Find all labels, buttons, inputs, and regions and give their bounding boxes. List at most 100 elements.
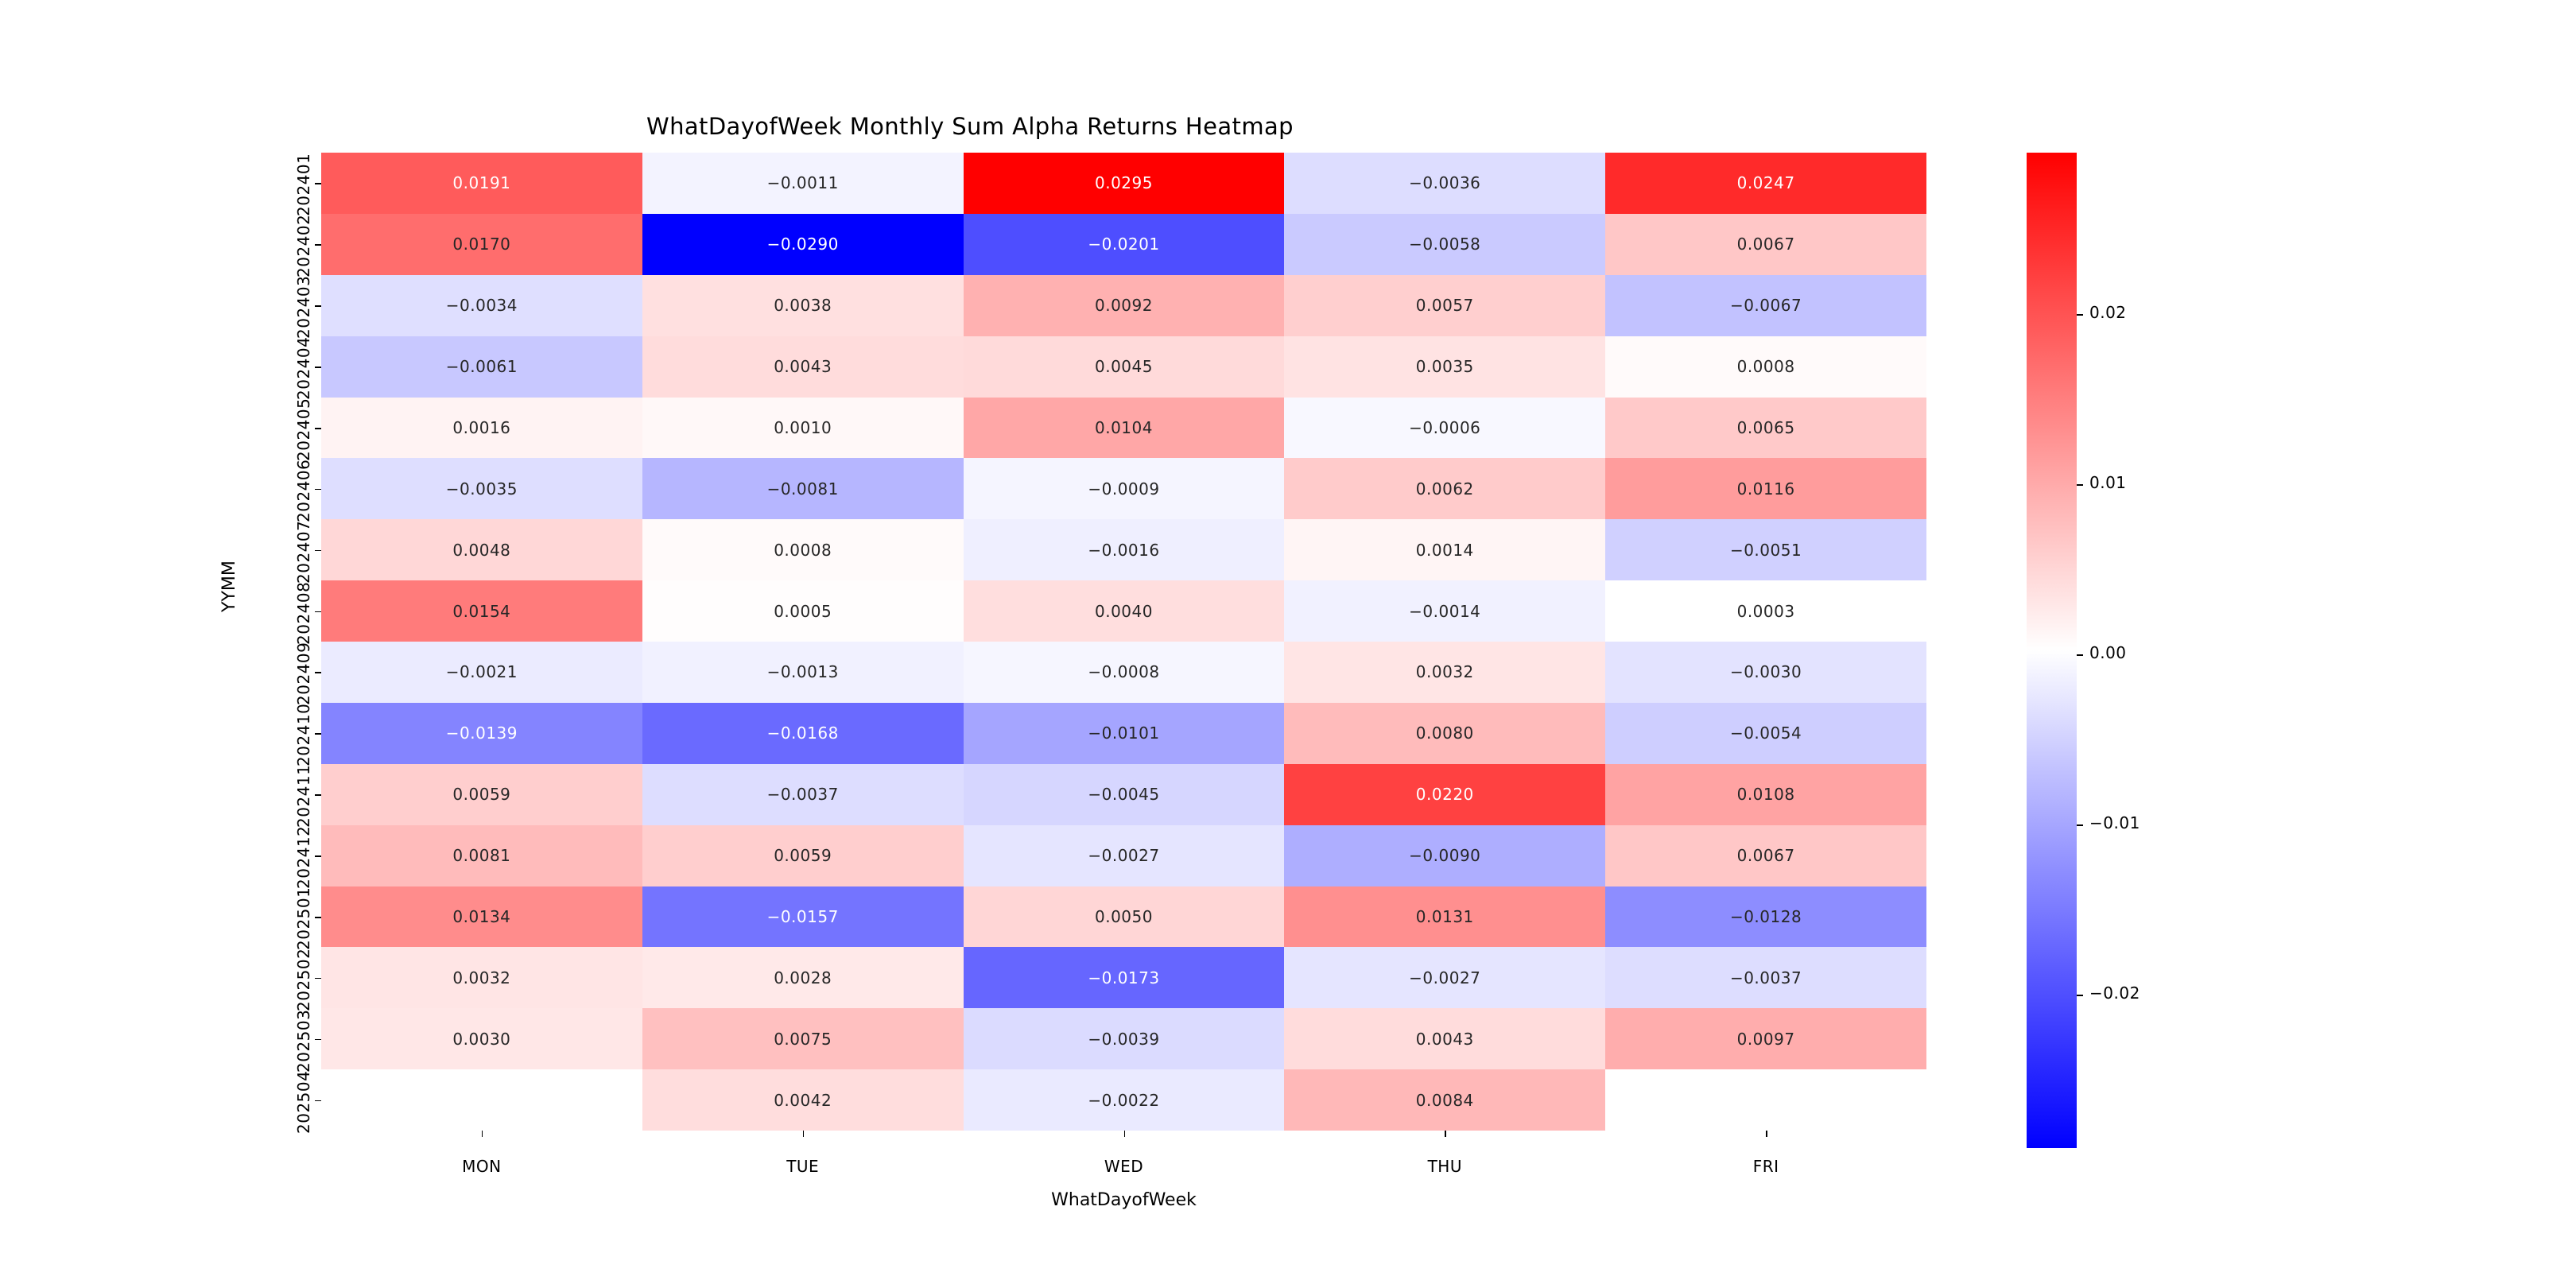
y-tick-label: 202501 (294, 886, 313, 950)
heatmap-cell[interactable]: 0.0040 (963, 580, 1285, 642)
y-tick-label: 202401 (294, 153, 313, 217)
heatmap-cell[interactable]: 0.0030 (321, 1008, 642, 1070)
heatmap-cell[interactable]: 0.0028 (642, 947, 964, 1009)
heatmap-cell[interactable]: −0.0058 (1284, 213, 1606, 275)
heatmap-cell[interactable]: 0.0092 (963, 274, 1285, 336)
y-tick-label: 202412 (294, 825, 313, 890)
heatmap-cell[interactable]: 0.0059 (321, 763, 642, 825)
heatmap-cell[interactable]: −0.0090 (1284, 824, 1606, 886)
heatmap-cell[interactable]: 0.0067 (1605, 213, 1926, 275)
y-tick-mark (315, 427, 321, 429)
heatmap-cell[interactable]: 0.0247 (1605, 153, 1926, 214)
x-tick-label: FRI (1752, 1157, 1779, 1176)
heatmap-cell[interactable]: −0.0037 (642, 763, 964, 825)
heatmap-cell[interactable]: 0.0075 (642, 1008, 964, 1070)
heatmap-cell[interactable]: −0.0067 (1605, 274, 1926, 336)
heatmap-cell[interactable]: 0.0295 (963, 153, 1285, 214)
heatmap-cell[interactable] (321, 1069, 642, 1131)
heatmap-cell[interactable]: 0.0108 (1605, 763, 1926, 825)
heatmap-cell[interactable]: 0.0045 (963, 336, 1285, 398)
heatmap-cell[interactable]: −0.0128 (1605, 886, 1926, 948)
heatmap-cell[interactable]: −0.0009 (963, 458, 1285, 520)
heatmap-cell[interactable]: 0.0048 (321, 519, 642, 581)
heatmap-cell[interactable]: −0.0030 (1605, 642, 1926, 703)
heatmap-cell[interactable]: −0.0027 (963, 824, 1285, 886)
heatmap-row: −0.0035 −0.0081 −0.0009 0.0062 0.0116 (321, 458, 1926, 520)
heatmap-cell[interactable]: −0.0290 (642, 213, 964, 275)
heatmap-cell[interactable]: 0.0067 (1605, 824, 1926, 886)
heatmap-cell[interactable]: 0.0154 (321, 580, 642, 642)
heatmap-cell[interactable]: −0.0101 (963, 702, 1285, 764)
y-tick-label: 202403 (294, 275, 313, 339)
heatmap-cell[interactable]: 0.0081 (321, 824, 642, 886)
heatmap-cell[interactable]: −0.0081 (642, 458, 964, 520)
heatmap-row: 0.0032 0.0028 −0.0173 −0.0027 −0.0037 (321, 947, 1926, 1009)
heatmap-cell[interactable]: −0.0016 (963, 519, 1285, 581)
heatmap-cell[interactable]: 0.0003 (1605, 580, 1926, 642)
heatmap-cell[interactable]: 0.0191 (321, 153, 642, 214)
heatmap-cell[interactable]: 0.0008 (1605, 336, 1926, 398)
heatmap-cell[interactable]: 0.0038 (642, 274, 964, 336)
heatmap-cell[interactable]: 0.0014 (1284, 519, 1606, 581)
heatmap-cell[interactable]: −0.0061 (321, 336, 642, 398)
heatmap-cell[interactable]: 0.0220 (1284, 763, 1606, 825)
heatmap-cell[interactable]: −0.0139 (321, 702, 642, 764)
heatmap-cell[interactable]: 0.0005 (642, 580, 964, 642)
heatmap-cell[interactable]: −0.0039 (963, 1008, 1285, 1070)
heatmap-cell[interactable]: 0.0170 (321, 213, 642, 275)
heatmap-cell[interactable]: −0.0037 (1605, 947, 1926, 1009)
heatmap-cell[interactable]: −0.0027 (1284, 947, 1606, 1009)
heatmap-cell[interactable]: 0.0080 (1284, 702, 1606, 764)
y-tick-mark (315, 611, 321, 613)
heatmap-cell[interactable]: 0.0116 (1605, 458, 1926, 520)
heatmap-cell[interactable]: −0.0045 (963, 763, 1285, 825)
heatmap-cell[interactable] (1605, 1069, 1926, 1131)
heatmap-cell[interactable]: 0.0084 (1284, 1069, 1606, 1131)
y-tick-label: 202502 (294, 948, 313, 1011)
x-tick-mark (802, 1131, 805, 1137)
colorbar-tick-mark (2077, 654, 2083, 656)
heatmap-cell[interactable]: −0.0036 (1284, 153, 1606, 214)
y-tick-label: 202503 (294, 1009, 313, 1073)
heatmap-cell[interactable]: 0.0057 (1284, 274, 1606, 336)
heatmap-cell[interactable]: 0.0104 (963, 397, 1285, 459)
heatmap-cell[interactable]: 0.0134 (321, 886, 642, 948)
heatmap-cell[interactable]: 0.0032 (1284, 642, 1606, 703)
heatmap-cell[interactable]: 0.0062 (1284, 458, 1606, 520)
heatmap-cell[interactable]: 0.0010 (642, 397, 964, 459)
heatmap-cell[interactable]: −0.0035 (321, 458, 642, 520)
heatmap-cell[interactable]: 0.0032 (321, 947, 642, 1009)
heatmap-cell[interactable]: −0.0054 (1605, 702, 1926, 764)
heatmap-cell[interactable]: 0.0131 (1284, 886, 1606, 948)
heatmap-cell[interactable]: −0.0011 (642, 153, 964, 214)
heatmap-cell[interactable]: −0.0014 (1284, 580, 1606, 642)
heatmap-cell[interactable]: 0.0050 (963, 886, 1285, 948)
heatmap-cell[interactable]: −0.0157 (642, 886, 964, 948)
heatmap-cell[interactable]: −0.0008 (963, 642, 1285, 703)
heatmap-cell[interactable]: 0.0043 (1284, 1008, 1606, 1070)
heatmap-cell[interactable]: 0.0008 (642, 519, 964, 581)
heatmap-cell[interactable]: −0.0201 (963, 213, 1285, 275)
heatmap-cell[interactable]: −0.0013 (642, 642, 964, 703)
heatmap-cell[interactable]: −0.0168 (642, 702, 964, 764)
heatmap-cell[interactable]: −0.0006 (1284, 397, 1606, 459)
heatmap-cell[interactable]: 0.0097 (1605, 1008, 1926, 1070)
heatmap-cell[interactable]: 0.0059 (642, 824, 964, 886)
heatmap-cell[interactable]: 0.0035 (1284, 336, 1606, 398)
heatmap-cell[interactable]: −0.0173 (963, 947, 1285, 1009)
y-tick-label: 202407 (294, 520, 313, 584)
y-tick-label: 202406 (294, 459, 313, 522)
y-tick-mark (315, 916, 321, 918)
y-tick-mark (315, 305, 321, 307)
heatmap-cell[interactable]: −0.0034 (321, 274, 642, 336)
heatmap-cell[interactable]: 0.0042 (642, 1069, 964, 1131)
heatmap-row: 0.0170 −0.0290 −0.0201 −0.0058 0.0067 (321, 213, 1926, 275)
heatmap-cell[interactable]: −0.0051 (1605, 519, 1926, 581)
heatmap-row: 0.0081 0.0059 −0.0027 −0.0090 0.0067 (321, 824, 1926, 886)
heatmap-cell[interactable]: −0.0021 (321, 642, 642, 703)
heatmap-cell[interactable]: −0.0022 (963, 1069, 1285, 1131)
heatmap-cell[interactable]: 0.0016 (321, 397, 642, 459)
heatmap-cell[interactable]: 0.0043 (642, 336, 964, 398)
y-tick-mark (315, 855, 321, 857)
heatmap-cell[interactable]: 0.0065 (1605, 397, 1926, 459)
